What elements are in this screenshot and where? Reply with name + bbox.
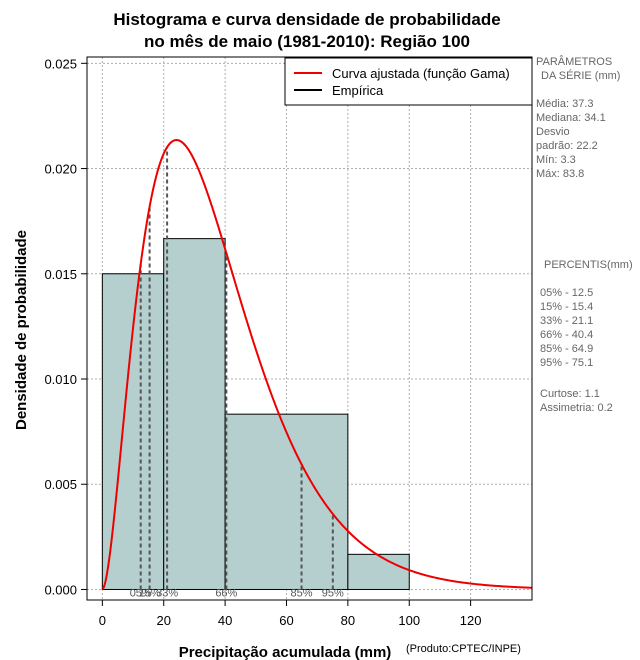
- stat-mean: Média: 37.3: [536, 98, 593, 110]
- histogram-bar: [224, 413, 349, 590]
- legend-box: [284, 57, 533, 106]
- x-tick-label: 120: [460, 613, 482, 628]
- y-tick-label: 0.000: [44, 582, 77, 597]
- axes: 0 20 40 60 80 100 120 0.000 0.005 0.010 0.015 0.020…: [44, 56, 481, 628]
- chart-title-line-2: no mês de maio (1981-2010): Região 100: [144, 32, 470, 51]
- percentil-85: 85% - 64.9: [540, 343, 593, 355]
- plot-frame: [86, 56, 533, 601]
- params-title-line-1: PARÂMETROS: [536, 55, 612, 68]
- y-tick-label: 0.010: [44, 372, 77, 387]
- histogram-bar: [163, 238, 226, 590]
- percentile-label: 33%: [156, 587, 178, 599]
- percentile-markers: 05%15%33% 66% 85% 95%: [130, 147, 344, 599]
- x-axis-label: Precipitação acumulada (mm): [179, 644, 392, 660]
- series-parameters-panel: PARÂMETROS DA SÉRIE (mm) Média: 37.3 Med…: [536, 55, 633, 414]
- percentile-label: 66%: [215, 587, 237, 599]
- stat-kurtosis: Curtose: 1.1: [540, 388, 600, 400]
- product-credit: (Produto:CPTEC/INPE): [406, 643, 521, 655]
- y-tick-label: 0.020: [44, 162, 77, 177]
- stat-min: Mín: 3.3: [536, 154, 576, 166]
- y-tick-label: 0.025: [44, 56, 77, 71]
- percentil-66: 66% - 40.4: [540, 329, 593, 341]
- stat-max: Máx: 83.8: [536, 168, 584, 180]
- legend: Curva ajustada (função Gama) Empírica: [284, 57, 533, 106]
- percentile-label: 15%: [139, 587, 161, 599]
- stat-median: Mediana: 34.1: [536, 112, 606, 124]
- x-tick-label: 100: [398, 613, 420, 628]
- y-tick-label: 0.015: [44, 267, 77, 282]
- percentile-label: 05%: [130, 587, 152, 599]
- x-tick-label: 40: [218, 613, 232, 628]
- x-tick-label: 60: [279, 613, 293, 628]
- percentile-label: 85%: [291, 587, 313, 599]
- percentil-95: 95% - 75.1: [540, 357, 593, 369]
- percentis-title: PERCENTIS(mm): [544, 259, 633, 271]
- y-axis-label: Densidade de probabilidade: [13, 230, 30, 430]
- percentil-05: 05% - 12.5: [540, 287, 593, 299]
- histogram-bars: [101, 238, 410, 590]
- x-tick-label: 80: [341, 613, 355, 628]
- stat-std-value: padrão: 22.2: [536, 140, 598, 152]
- histogram-bar: [347, 553, 410, 590]
- stat-std-label: Desvio: [536, 126, 570, 138]
- legend-label-gamma: Curva ajustada (função Gama): [332, 66, 510, 81]
- params-title-line-2: DA SÉRIE (mm): [541, 69, 620, 82]
- chart-title-line-1: Histograma e curva densidade de probabil…: [113, 10, 500, 29]
- x-tick-label: 0: [99, 613, 106, 628]
- x-tick-label: 20: [156, 613, 170, 628]
- percentil-33: 33% - 21.1: [540, 315, 593, 327]
- y-tick-label: 0.005: [44, 477, 77, 492]
- percentile-label: 95%: [322, 587, 344, 599]
- percentil-15: 15% - 15.4: [540, 301, 593, 313]
- gamma-density-curve: [101, 139, 533, 591]
- stat-skewness: Assimetria: 0.2: [540, 402, 613, 414]
- legend-label-empirical: Empírica: [332, 83, 384, 98]
